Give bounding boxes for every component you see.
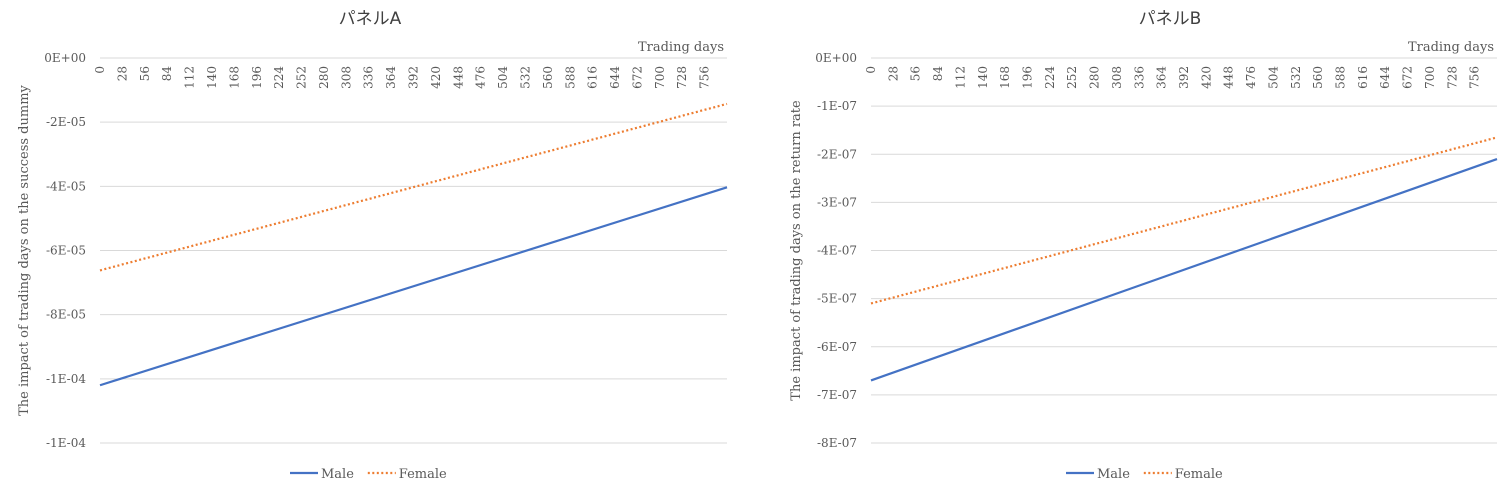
x-tick-label: 672	[630, 66, 644, 89]
x-tick-label: 168	[998, 66, 1012, 89]
y-tick-label: -1E-04	[46, 372, 86, 386]
x-tick-label: 280	[1088, 66, 1102, 89]
series-line-male	[99, 186, 728, 387]
x-tick-label: 140	[976, 66, 990, 89]
x-tick-label: 588	[563, 66, 577, 89]
x-tick-label: 616	[586, 66, 600, 89]
x-tick-label: 532	[1289, 66, 1303, 89]
x-tick-label: 308	[1110, 66, 1124, 89]
legend-label-male: Male	[1097, 467, 1130, 482]
legend-label-female: Female	[1175, 467, 1223, 482]
x-tick-label: 504	[1266, 66, 1280, 89]
x-tick-label: 140	[205, 66, 219, 89]
x-tick-label: 728	[1445, 66, 1459, 89]
y-tick-label: -3E-07	[817, 195, 857, 209]
x-tick-label: 700	[1423, 66, 1437, 89]
y-tick-label: -6E-05	[46, 244, 86, 258]
legend-label-female: Female	[399, 467, 447, 482]
y-tick-label: -2E-05	[46, 115, 86, 129]
x-tick-label: 252	[1065, 66, 1079, 89]
x-axis-title: Trading days	[638, 40, 724, 55]
x-tick-label: 196	[1021, 66, 1035, 89]
x-tick-label: 364	[1155, 66, 1169, 89]
x-tick-label: 224	[272, 66, 286, 89]
panel-b-chart: パネルB 0E+00 -1E-07 -2E-07 -3E-07 -4E-07 -5E-07 -…	[760, 0, 1511, 493]
x-tick-label: 560	[541, 66, 555, 89]
x-tick-label: 56	[909, 66, 923, 81]
x-tick-label: 728	[675, 66, 689, 89]
x-tick-label: 476	[474, 66, 488, 89]
x-tick-label: 560	[1311, 66, 1325, 89]
x-tick-label: 392	[407, 66, 421, 89]
x-tick-label: 672	[1401, 66, 1415, 89]
legend-label-male: Male	[321, 467, 354, 482]
x-tick-label: 56	[138, 66, 152, 81]
x-tick-label: 476	[1244, 66, 1258, 89]
x-tick-label: 168	[227, 66, 241, 89]
y-tick-label: -8E-07	[817, 436, 857, 450]
x-tick-label: 392	[1177, 66, 1191, 89]
panel-a-svg: パネルA 0E+00 -2E-05 -4E-05 -6E-05 -8E-05 -1E-04 -…	[17, 9, 728, 482]
y-tick-label: -7E-07	[817, 388, 857, 402]
x-tick-label: 224	[1043, 66, 1057, 89]
y-tick-label: -1E-04	[46, 436, 86, 450]
x-tick-label: 0	[93, 66, 107, 74]
series-line-female	[870, 136, 1498, 305]
y-tick-label: -1E-07	[817, 99, 857, 113]
x-tick-label: 0	[864, 66, 878, 74]
x-tick-label: 448	[451, 66, 465, 89]
x-tick-label: 756	[698, 66, 712, 89]
x-tick-label: 252	[295, 66, 309, 89]
chart-title: パネルA	[339, 9, 402, 29]
x-tick-label: 644	[1378, 66, 1392, 89]
y-tick-label: 0E+00	[44, 51, 86, 65]
chart-title: パネルB	[1139, 9, 1202, 29]
y-tick-label: -4E-07	[817, 244, 857, 258]
x-tick-label: 644	[608, 66, 622, 89]
x-tick-label: 196	[250, 66, 264, 89]
x-tick-label: 420	[1199, 66, 1213, 89]
y-tick-label: -5E-07	[817, 292, 857, 306]
x-tick-label: 28	[886, 66, 900, 81]
x-tick-label: 112	[953, 66, 967, 89]
x-tick-label: 84	[160, 66, 174, 82]
x-tick-label: 504	[496, 66, 510, 89]
x-tick-label: 616	[1356, 66, 1370, 89]
x-tick-label: 532	[518, 66, 532, 89]
x-tick-label: 588	[1334, 66, 1348, 89]
x-tick-label: 448	[1222, 66, 1236, 89]
y-tick-label: -6E-07	[817, 340, 857, 354]
y-tick-label: -8E-05	[46, 308, 86, 322]
x-tick-label: 28	[115, 66, 129, 81]
x-tick-label: 84	[931, 66, 945, 82]
x-tick-label: 280	[317, 66, 331, 89]
y-tick-label: -2E-07	[817, 147, 857, 161]
y-tick-label: 0E+00	[815, 51, 857, 65]
x-tick-label: 112	[183, 66, 197, 89]
x-tick-label: 336	[1132, 66, 1146, 89]
y-axis-title: The impact of trading days on the return…	[789, 100, 804, 401]
series-line-male	[870, 158, 1498, 382]
x-tick-label: 308	[339, 66, 353, 89]
x-tick-label: 756	[1468, 66, 1482, 89]
panel-b-svg: パネルB 0E+00 -1E-07 -2E-07 -3E-07 -4E-07 -5E-07 -…	[789, 9, 1498, 482]
x-tick-label: 364	[384, 66, 398, 89]
panel-a-chart: パネルA 0E+00 -2E-05 -4E-05 -6E-05 -8E-05 -1E-04 -…	[0, 0, 750, 493]
y-tick-label: -4E-05	[46, 179, 86, 193]
x-tick-label: 700	[653, 66, 667, 89]
x-axis-title: Trading days	[1408, 40, 1494, 55]
x-tick-label: 336	[362, 66, 376, 89]
y-axis-title: The impact of trading days on the succes…	[17, 84, 32, 415]
series-line-female	[99, 102, 728, 272]
x-tick-label: 420	[429, 66, 443, 89]
